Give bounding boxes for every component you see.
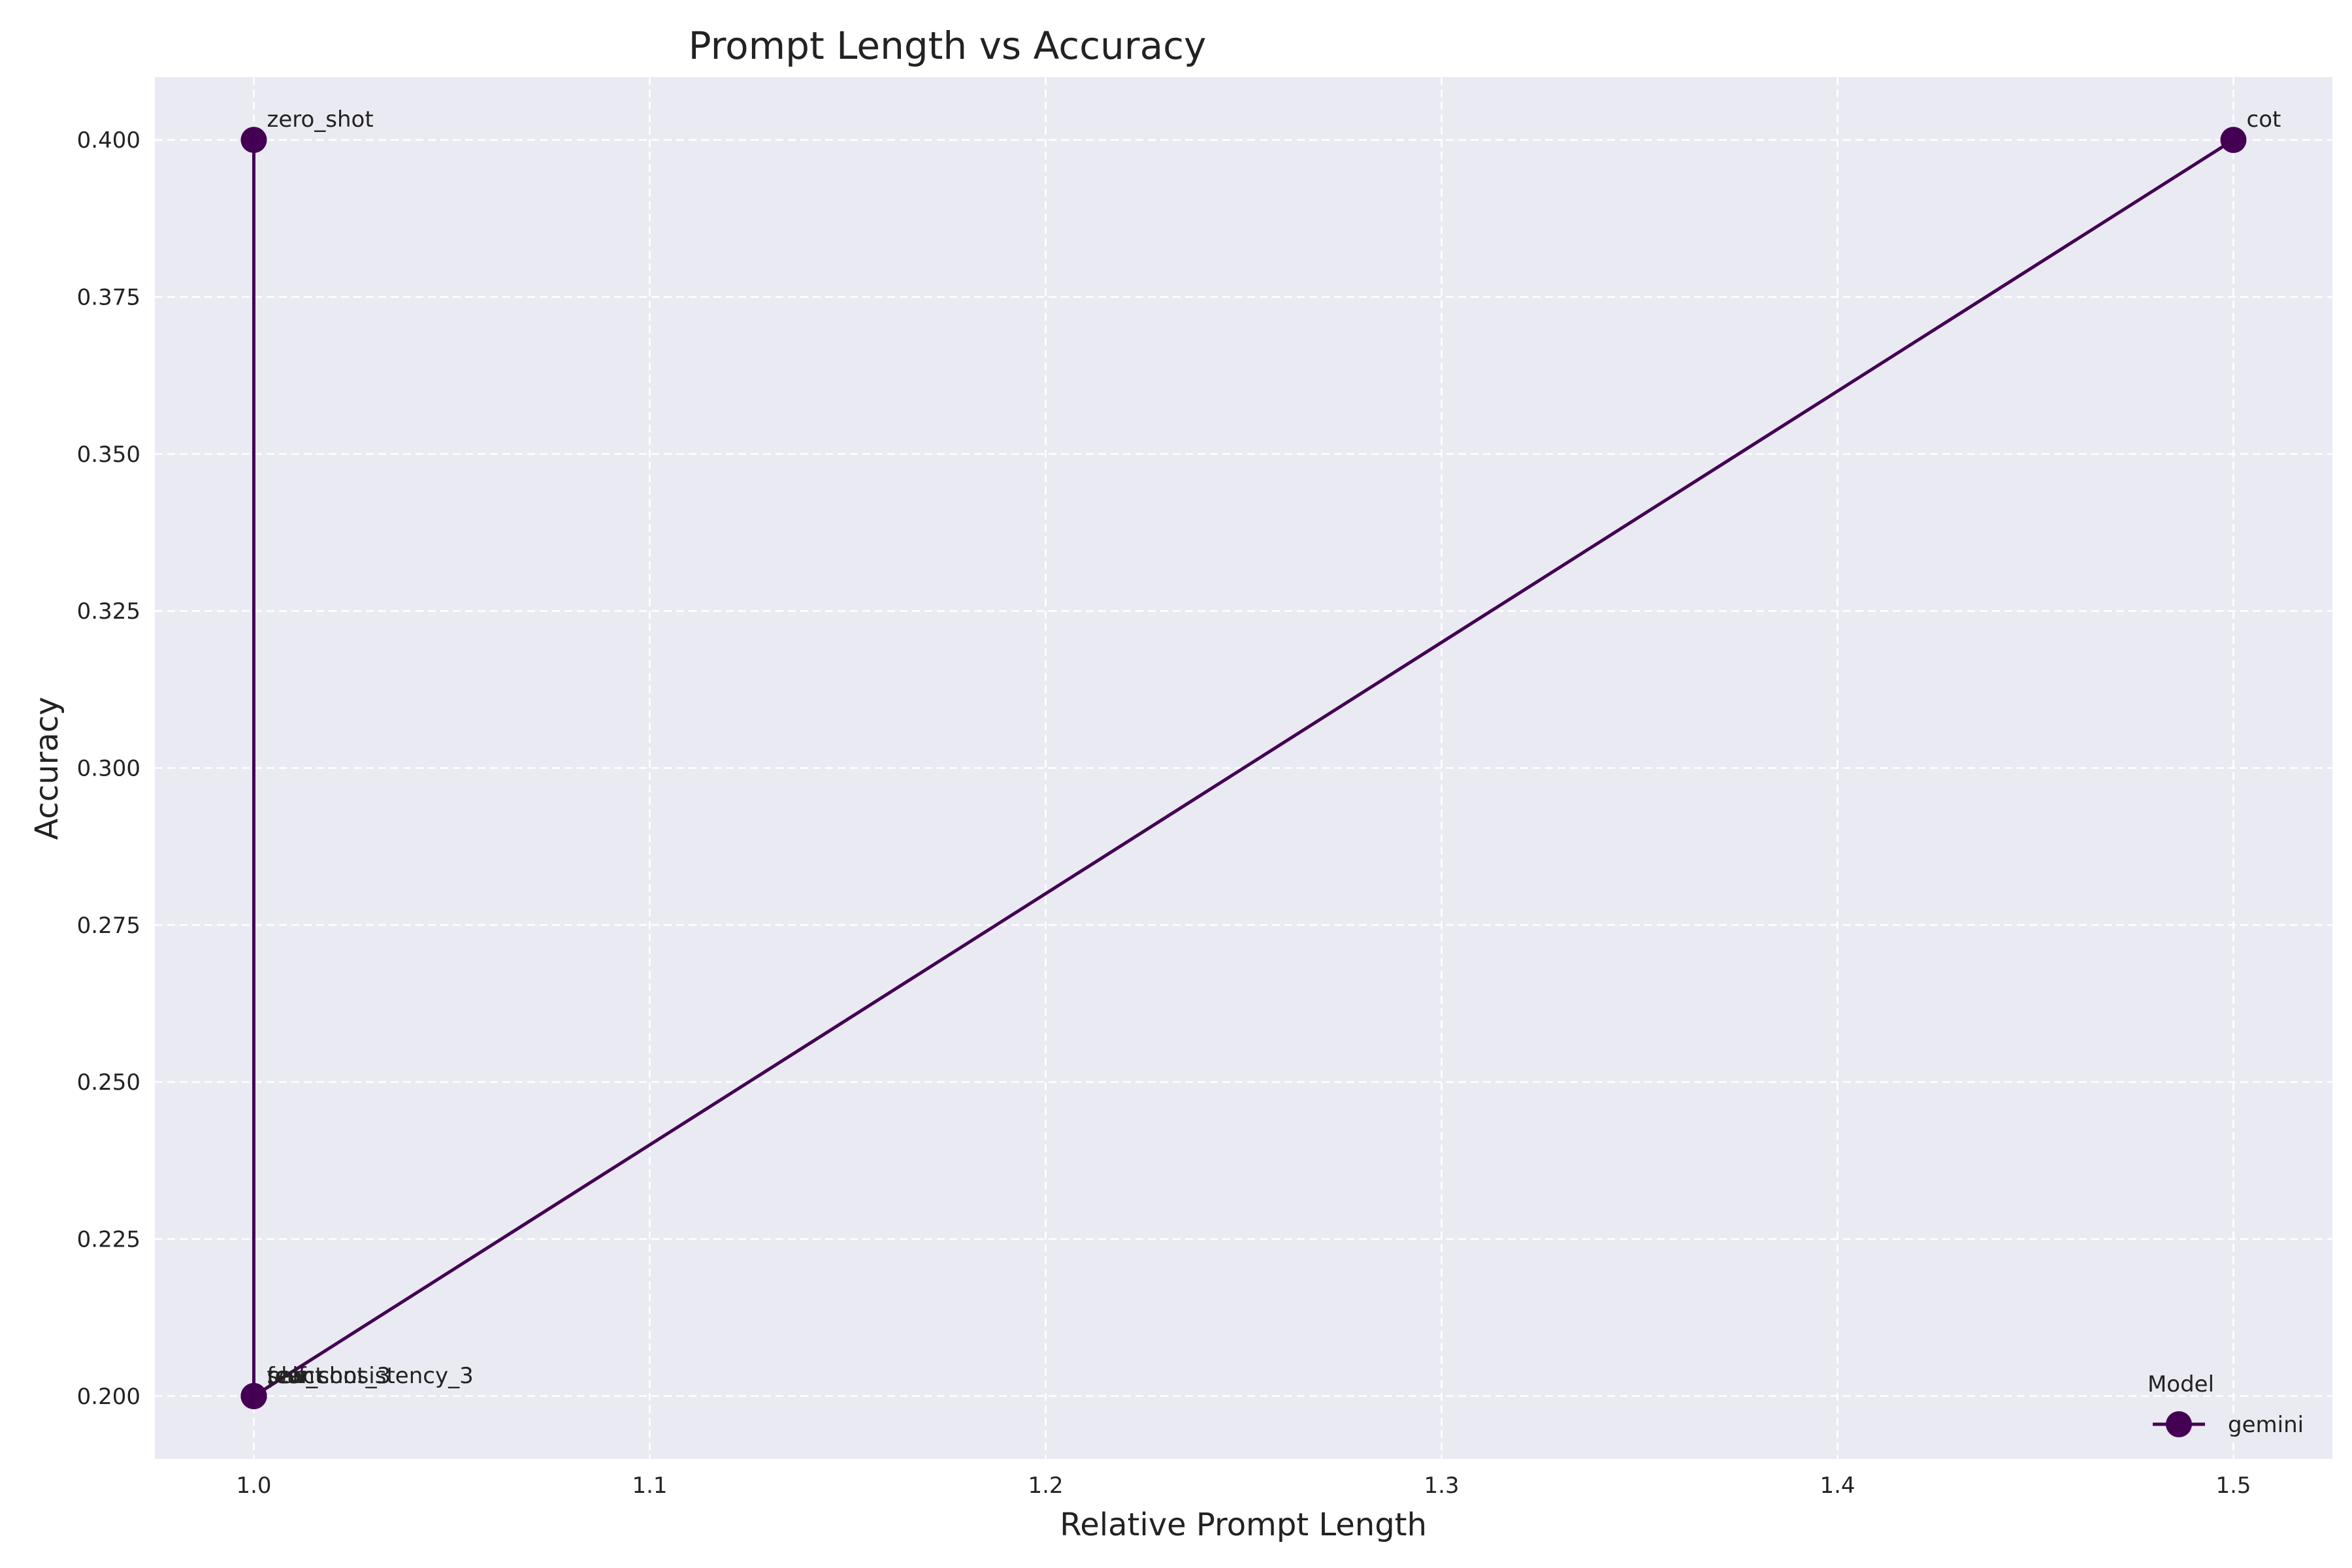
point-annotation-react: react [267, 1363, 324, 1389]
data-point-zero_shot[interactable] [240, 127, 267, 154]
x-tick-label: 1.1 [632, 1473, 667, 1499]
legend-title: Model [2148, 1371, 2214, 1397]
y-tick-label: 0.375 [77, 284, 140, 310]
y-tick-label: 0.200 [77, 1384, 140, 1410]
series-layer [240, 127, 2247, 1409]
legend-label-gemini: gemini [2228, 1412, 2304, 1438]
legend-marker-swatch [2166, 1411, 2192, 1437]
y-tick-label: 0.250 [77, 1070, 140, 1096]
point-annotation-few_shot_3: few_shot_3 [267, 1363, 391, 1389]
y-tick-label: 0.325 [77, 598, 140, 625]
point-annotation-zero_shot: zero_shot [267, 106, 374, 133]
x-ticks: 1.0 1.1 1.2 1.3 1.4 1.5 [236, 1473, 2251, 1499]
y-tick-label: 0.350 [77, 442, 140, 468]
y-ticks: 0.200 0.225 0.250 0.275 0.300 0.325 0.350 0.375… [77, 127, 140, 1410]
legend[interactable]: Model gemini [2148, 1371, 2304, 1438]
chart-title: Prompt Length vs Accuracy [689, 24, 1207, 68]
y-axis-label: Accuracy [29, 696, 65, 840]
x-axis-label: Relative Prompt Length [1060, 1507, 1427, 1543]
y-tick-label: 0.225 [77, 1227, 140, 1253]
point-annotation-plan: plan [267, 1363, 315, 1389]
x-tick-label: 1.4 [1820, 1473, 1855, 1499]
point-annotation-self_consistency_3: self_consistency_3 [267, 1363, 474, 1389]
x-tick-label: 1.5 [2215, 1473, 2251, 1499]
y-tick-label: 0.400 [77, 127, 140, 154]
data-point-cot[interactable] [2220, 127, 2247, 154]
annotations: zero_shot few_shot_3reactself_consistency… [267, 106, 2281, 1389]
x-tick-label: 1.0 [236, 1473, 271, 1499]
y-tick-label: 0.275 [77, 913, 140, 939]
point-annotation-cot: cot [2247, 106, 2281, 133]
y-tick-label: 0.300 [77, 756, 140, 782]
data-point-plan[interactable] [240, 1382, 267, 1409]
x-tick-label: 1.3 [1424, 1473, 1459, 1499]
x-tick-label: 1.2 [1028, 1473, 1063, 1499]
